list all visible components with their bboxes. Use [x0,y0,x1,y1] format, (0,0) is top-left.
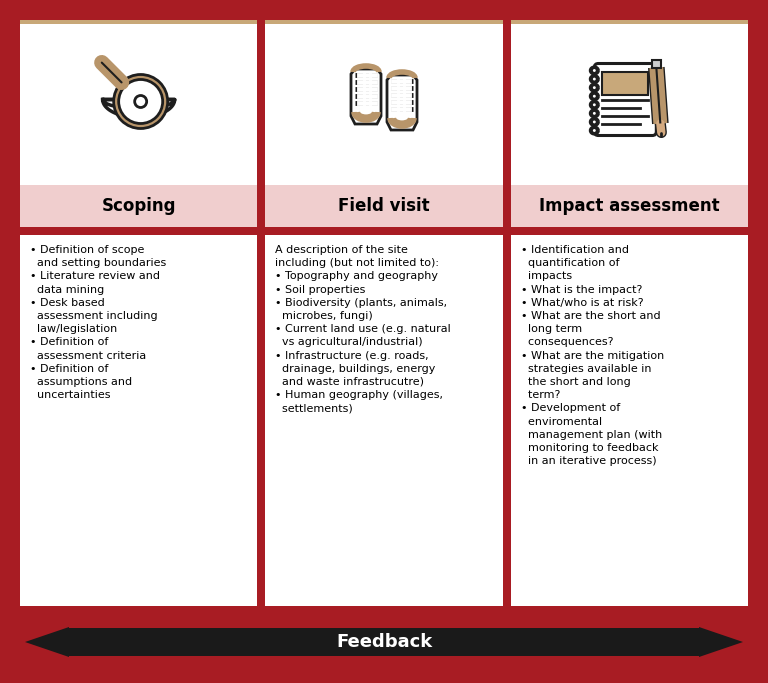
Circle shape [592,128,597,133]
Bar [265,20,503,24]
Bar [265,24,503,185]
Circle shape [114,74,167,128]
Circle shape [119,79,163,124]
Bar [20,185,257,227]
Text: • Definition of scope
  and setting boundaries
• Literature review and
  data mi: • Definition of scope and setting bounda… [30,245,166,400]
Text: Field visit: Field visit [338,197,430,215]
Bar [511,24,748,185]
Circle shape [592,111,597,116]
Bar [511,20,748,24]
Circle shape [592,76,597,81]
Bar [265,185,503,227]
Polygon shape [25,627,743,657]
Circle shape [592,85,597,90]
Circle shape [592,120,597,124]
Circle shape [592,68,597,73]
Circle shape [592,102,597,107]
Text: • Identification and
  quantification of
  impacts
• What is the impact?
• What/: • Identification and quantification of i… [521,245,664,466]
Text: A description of the site
including (but not limited to):
• Topography and geogr: A description of the site including (but… [276,245,451,413]
Bar [265,235,503,606]
Text: Feedback: Feedback [336,633,432,651]
Bar [511,185,748,227]
Bar [602,72,648,96]
Polygon shape [387,75,417,130]
Circle shape [592,94,597,99]
Bar [20,20,257,24]
Bar [511,235,748,606]
Bar [20,24,257,185]
Circle shape [134,96,147,107]
Bar [652,59,661,68]
Polygon shape [103,100,174,117]
FancyBboxPatch shape [594,64,657,135]
Text: Impact assessment: Impact assessment [539,197,720,215]
Text: Scoping: Scoping [101,197,176,215]
Bar [20,235,257,606]
Polygon shape [351,69,381,124]
